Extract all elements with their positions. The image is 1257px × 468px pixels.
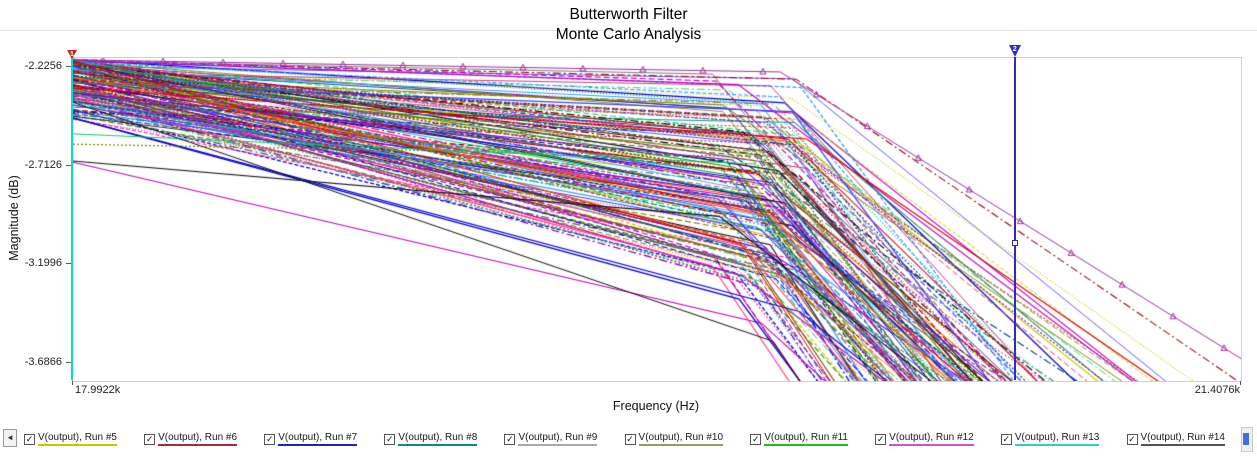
- cursor-2-handle[interactable]: [1011, 240, 1018, 246]
- legend-color-swatch: [518, 444, 598, 446]
- legend-label-wrap: V(output), Run #7: [278, 432, 358, 446]
- legend-item: ✓ V(output), Run #9: [504, 432, 598, 446]
- legend-checkbox[interactable]: ✓: [504, 434, 516, 445]
- legend-item: ✓ V(output), Run #14: [1126, 432, 1226, 446]
- legend-label-wrap: V(output), Run #9: [518, 432, 598, 446]
- legend-items: ✓ V(output), Run #5 ✓ V(output), Run #6 ✓ V(o…: [24, 424, 1225, 454]
- legend-color-swatch: [1014, 444, 1100, 446]
- chart-title-line2: Monte Carlo Analysis: [555, 26, 702, 43]
- legend-label-wrap: V(output), Run #10: [638, 432, 724, 446]
- legend-checkbox[interactable]: ✓: [1000, 434, 1012, 445]
- y-tick-label: -3.6866: [24, 355, 62, 368]
- legend-item: ✓ V(output), Run #8: [384, 432, 478, 446]
- y-tick-label: -2.7126: [24, 158, 62, 171]
- legend-item-label: V(output), Run #11: [764, 432, 848, 443]
- legend-label-wrap: V(output), Run #8: [398, 432, 478, 446]
- legend-item-label: V(output), Run #5: [38, 432, 117, 443]
- plot-area[interactable]: [72, 57, 1242, 382]
- y-tick-label: -2.2256: [24, 60, 62, 72]
- legend-label-wrap: V(output), Run #12: [889, 432, 974, 446]
- legend-scrollbar[interactable]: [1241, 427, 1253, 452]
- chart-title-line1: Butterworth Filter: [569, 6, 688, 23]
- legend-item-label: V(output), Run #7: [278, 432, 358, 443]
- cursor-2-flag[interactable]: [1008, 45, 1021, 57]
- legend-color-swatch: [38, 444, 117, 446]
- legend-color-swatch: [638, 444, 724, 446]
- legend-item-label: V(output), Run #12: [889, 432, 974, 443]
- legend-color-swatch: [764, 444, 848, 446]
- legend-item: ✓ V(output), Run #6: [144, 432, 238, 446]
- legend-label-wrap: V(output), Run #11: [764, 432, 848, 446]
- legend-color-swatch: [278, 444, 358, 446]
- legend-color-swatch: [158, 444, 238, 446]
- chart-title: Butterworth Filter Monte Carlo Analysis: [0, 5, 1257, 45]
- legend-checkbox[interactable]: ✓: [1126, 434, 1138, 445]
- legend-checkbox[interactable]: ✓: [24, 434, 35, 445]
- cursor-2-line[interactable]: [1013, 57, 1016, 380]
- plot-canvas[interactable]: [73, 58, 1241, 381]
- cursor-2-flag-label: 2: [1012, 46, 1017, 53]
- y-tick-mark: [66, 164, 71, 166]
- legend-checkbox[interactable]: ✓: [750, 434, 762, 445]
- legend-bar: ◄ ✓ V(output), Run #5 ✓ V(output), Run #6 ✓ V…: [0, 424, 1257, 454]
- legend-item: ✓ V(output), Run #11: [750, 432, 848, 446]
- legend-label-wrap: V(output), Run #13: [1014, 432, 1100, 446]
- legend-checkbox[interactable]: ✓: [144, 434, 156, 445]
- legend-item: ✓ V(output), Run #12: [875, 432, 974, 446]
- legend-label-wrap: V(output), Run #5: [38, 432, 117, 446]
- legend-label-wrap: V(output), Run #14: [1140, 432, 1226, 446]
- legend-checkbox[interactable]: ✓: [875, 434, 887, 445]
- x-tick-label: 17.9922k: [75, 384, 121, 396]
- legend-item-label: V(output), Run #14: [1140, 432, 1226, 443]
- legend-item-label: V(output), Run #8: [398, 432, 478, 443]
- legend-scrollbar-thumb[interactable]: [1243, 433, 1249, 445]
- legend-color-swatch: [1140, 444, 1225, 446]
- y-tick-mark: [66, 66, 71, 67]
- y-tick-label: -3.1996: [24, 257, 62, 270]
- legend-checkbox[interactable]: ✓: [624, 434, 636, 445]
- legend-item: ✓ V(output), Run #13: [1000, 432, 1100, 446]
- x-tick-mark: [1240, 381, 1241, 385]
- legend-item: ✓ V(output), Run #7: [264, 432, 358, 446]
- cursor-1-flag[interactable]: [67, 50, 77, 59]
- legend-item-label: V(output), Run #10: [638, 432, 724, 443]
- x-tick-label: 21.4076k: [1194, 384, 1240, 396]
- legend-item: ✓ V(output), Run #10: [624, 432, 724, 446]
- y-axis-label: Magnitude (dB): [7, 175, 21, 261]
- legend-checkbox[interactable]: ✓: [384, 434, 396, 445]
- legend-checkbox[interactable]: ✓: [264, 434, 276, 445]
- legend-item-label: V(output), Run #6: [158, 432, 238, 443]
- cursor-1-flag-label: 1: [70, 51, 74, 58]
- legend-item-label: V(output), Run #13: [1014, 432, 1100, 443]
- legend-label-wrap: V(output), Run #6: [158, 432, 238, 446]
- y-tick-mark: [66, 361, 71, 363]
- legend-scroll-left-button[interactable]: ◄: [3, 429, 17, 447]
- cursor-1-line[interactable]: [71, 57, 73, 380]
- legend-color-swatch: [398, 444, 478, 446]
- legend-item-label: V(output), Run #9: [518, 432, 598, 443]
- legend-item: ✓ V(output), Run #5: [24, 432, 117, 446]
- top-separator: [0, 30, 1257, 31]
- y-tick-mark: [66, 263, 71, 265]
- x-tick-mark: [72, 381, 73, 385]
- x-axis-label: Frequency (Hz): [612, 399, 700, 413]
- legend-color-swatch: [889, 444, 974, 446]
